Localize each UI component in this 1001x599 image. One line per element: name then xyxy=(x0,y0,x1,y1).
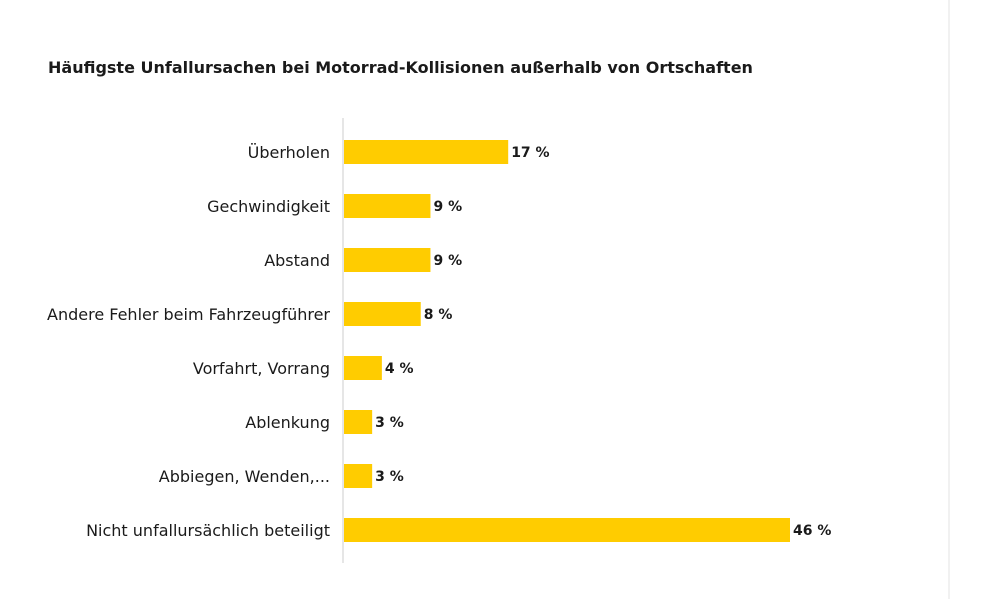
value-label: 3 % xyxy=(375,469,404,485)
bar-chart: Überholen 17 % Gechwindigkeit 9 % Abstand 9 %… xyxy=(47,118,831,563)
value-label: 9 % xyxy=(433,253,462,269)
category-label: Gechwindigkeit xyxy=(207,197,330,216)
category-label: Vorfahrt, Vorrang xyxy=(193,359,330,378)
category-label: Andere Fehler beim Fahrzeugführer xyxy=(47,305,330,324)
bar[interactable] xyxy=(344,248,431,272)
value-label: 9 % xyxy=(433,199,462,215)
value-label: 4 % xyxy=(385,361,414,377)
right-divider xyxy=(948,0,950,599)
category-label: Abstand xyxy=(264,251,330,270)
value-label: 17 % xyxy=(511,145,549,161)
bar[interactable] xyxy=(344,518,790,542)
value-label: 3 % xyxy=(375,415,404,431)
bar[interactable] xyxy=(344,140,509,164)
value-label: 46 % xyxy=(793,523,831,539)
bar[interactable] xyxy=(344,356,382,380)
category-label: Abbiegen, Wenden,... xyxy=(159,467,330,486)
bar[interactable] xyxy=(344,464,373,488)
category-label: Nicht unfallursächlich beteiligt xyxy=(86,521,330,540)
bar[interactable] xyxy=(344,194,431,218)
chart-title: Häufigste Unfallursachen bei Motorrad-Ko… xyxy=(48,58,753,77)
bar[interactable] xyxy=(344,410,373,434)
category-label: Überholen xyxy=(248,143,330,162)
category-label: Ablenkung xyxy=(245,413,330,432)
bar[interactable] xyxy=(344,302,421,326)
value-label: 8 % xyxy=(424,307,453,323)
